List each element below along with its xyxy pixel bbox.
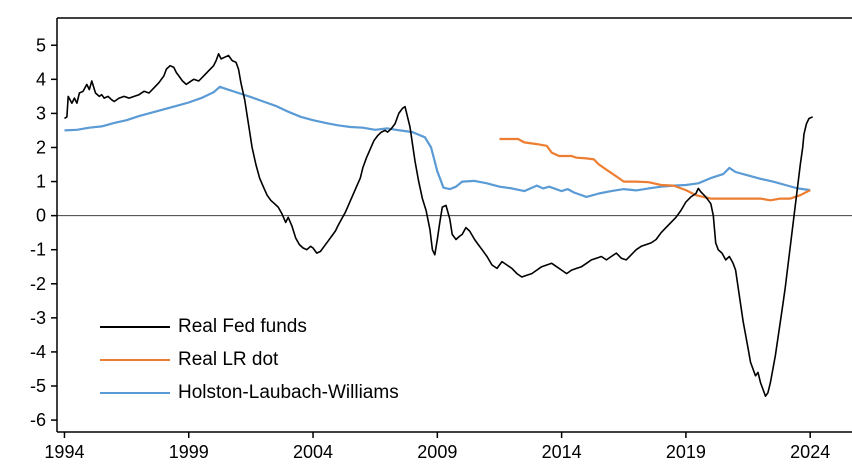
- legend-line-real-fed-funds: [100, 325, 170, 328]
- legend: Real Fed funds Real LR dot Holston-Lauba…: [100, 315, 399, 404]
- tick-label: 2: [36, 137, 46, 157]
- tick-label: 1994: [44, 442, 84, 462]
- tick-label: -1: [30, 240, 46, 260]
- tick-label: 4: [36, 69, 46, 89]
- tick-label: 2024: [790, 442, 830, 462]
- series-line-holston-laubach-williams: [64, 85, 811, 198]
- tick-label: 1: [36, 172, 46, 192]
- legend-label: Real Fed funds: [178, 316, 307, 337]
- tick-label: -3: [30, 308, 46, 328]
- tick-label: -4: [30, 342, 46, 362]
- series-line-real-fed-funds: [64, 52, 814, 398]
- series-line-real-lr-dot: [499, 137, 811, 202]
- tick-label: 0: [36, 206, 46, 226]
- legend-line-real-lr-dot: [100, 358, 170, 361]
- tick-label: -5: [30, 376, 46, 396]
- legend-label: Real LR dot: [178, 349, 279, 370]
- legend-item-hlw: Holston-Laubach-Williams: [100, 381, 399, 404]
- tick-label: -2: [30, 274, 46, 294]
- legend-item-real-fed-funds: Real Fed funds: [100, 315, 399, 338]
- tick-label: 2019: [666, 442, 706, 462]
- tick-label: -6: [30, 410, 46, 430]
- legend-label: Holston-Laubach-Williams: [178, 382, 399, 403]
- tick-label: 3: [36, 103, 46, 123]
- tick-label: 1999: [169, 442, 209, 462]
- legend-item-real-lr-dot: Real LR dot: [100, 348, 399, 371]
- tick-label: 5: [36, 35, 46, 55]
- tick-label: 2014: [542, 442, 582, 462]
- tick-label: 2009: [417, 442, 457, 462]
- tick-label: 2004: [293, 442, 333, 462]
- legend-line-hlw: [100, 391, 170, 394]
